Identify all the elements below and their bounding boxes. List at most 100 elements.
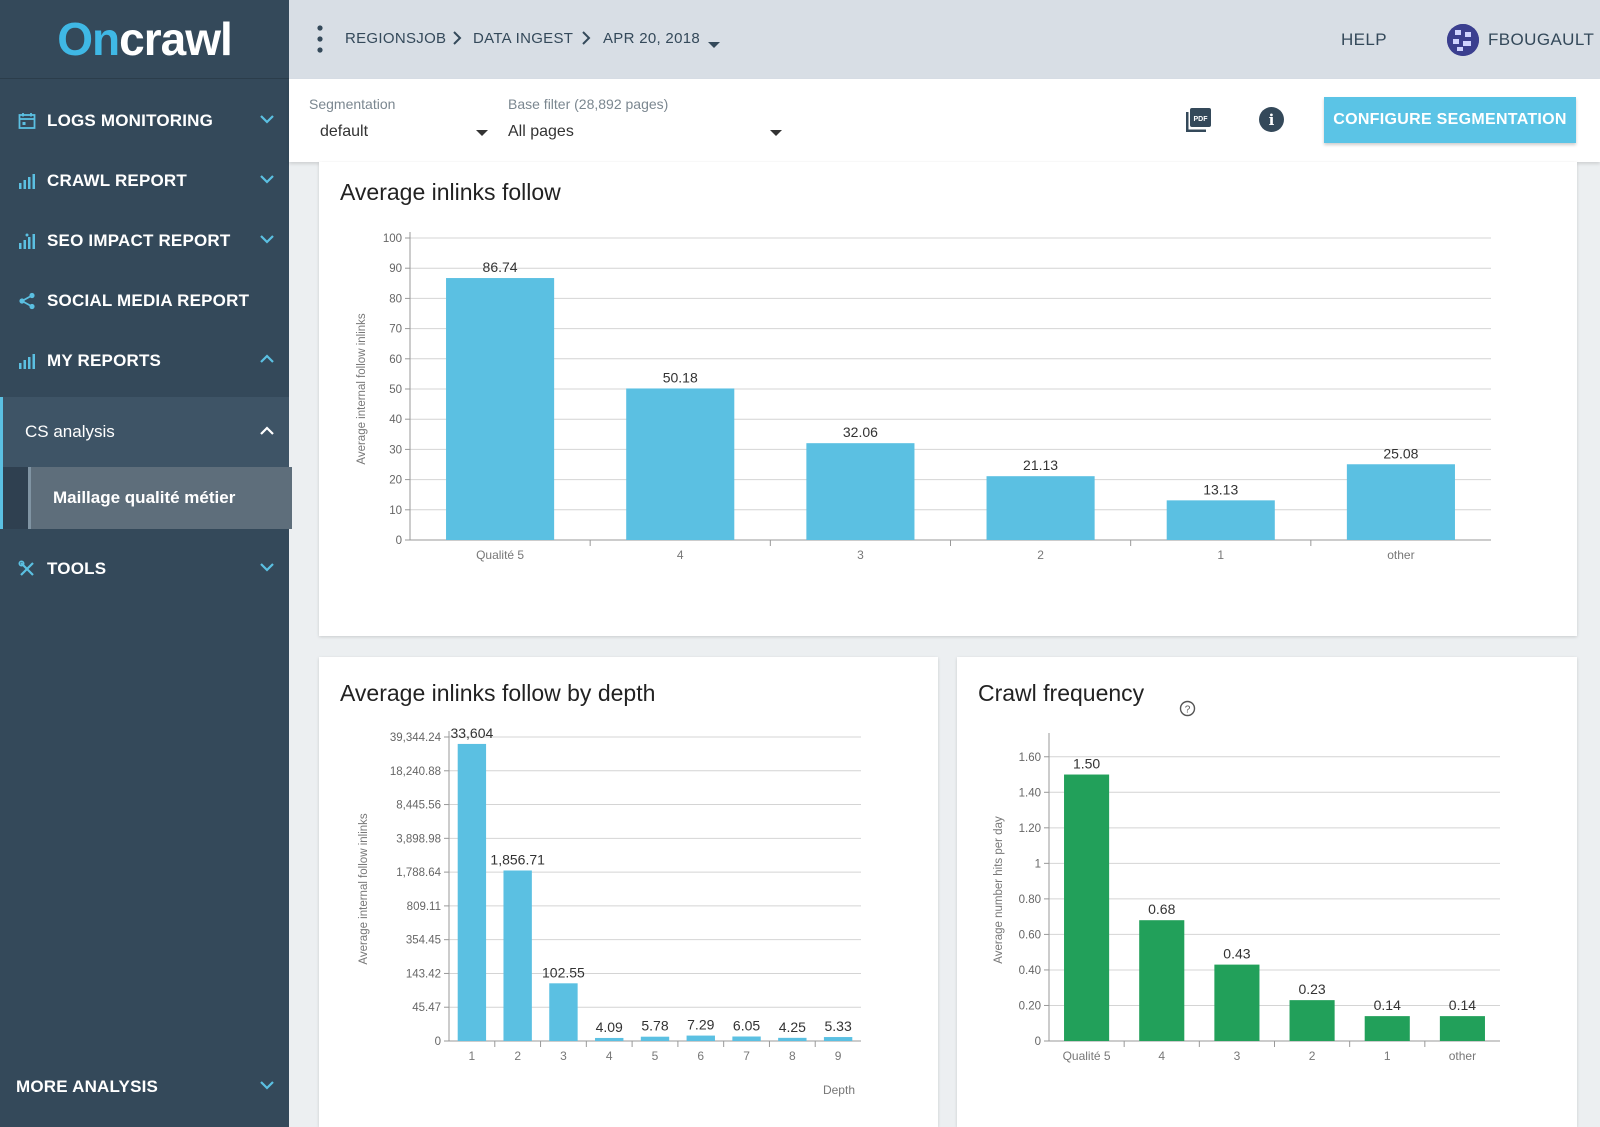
sidebar-item-crawl-report[interactable]: CRAWL REPORT <box>0 151 289 211</box>
y-tick-label: 18,240.88 <box>390 766 441 778</box>
data-label: 5.78 <box>641 1018 668 1034</box>
info-icon[interactable]: i <box>1259 107 1284 132</box>
chevron-up-icon <box>259 351 275 369</box>
bar <box>1214 964 1260 1041</box>
y-tick-label: 3,898.98 <box>396 833 441 845</box>
breadcrumb-source[interactable]: DATA INGEST <box>473 30 574 47</box>
x-tick-label: 2 <box>1309 1049 1316 1063</box>
x-tick-label: 3 <box>857 548 864 562</box>
bar <box>1364 1016 1410 1041</box>
y-tick-label: 70 <box>389 324 402 336</box>
sidebar-subitem-maillage-qualite-metier[interactable]: Maillage qualité métier <box>28 467 292 529</box>
bar-chart-icon <box>16 230 38 252</box>
sidebar-item-label: MY REPORTS <box>47 351 162 370</box>
y-tick-label: 0 <box>1035 1036 1041 1048</box>
oncrawl-logo[interactable]: Oncrawl <box>0 0 289 79</box>
base-filter-value: All pages <box>508 123 574 140</box>
sidebar-item-label: LOGS MONITORING <box>47 111 214 130</box>
y-axis-label: Average internal follow inlinks <box>358 813 370 965</box>
breadcrumb-project[interactable]: REGIONSJOB <box>345 30 447 47</box>
chart-crawl-frequency: Crawl frequency 0 0.20 0.40 0.60 0.80 1 1.20 1.4… <box>978 680 1500 1063</box>
x-tick-label: 3 <box>560 1049 567 1063</box>
bar <box>823 1037 853 1041</box>
bar <box>1439 1016 1485 1041</box>
sidebar-subitem-label: Maillage qualité métier <box>53 488 236 507</box>
x-tick-label: 2 <box>514 1049 521 1063</box>
sidebar-item-label: SOCIAL MEDIA REPORT <box>47 291 250 310</box>
x-tick-label: Qualité 5 <box>476 548 524 562</box>
chart-title: Average inlinks follow by depth <box>340 680 655 706</box>
y-axis-label: Average internal follow inlinks <box>356 313 368 465</box>
data-label: 0.43 <box>1223 946 1250 962</box>
data-label: 50.18 <box>663 369 698 385</box>
sidebar-item-label: CRAWL REPORT <box>47 171 187 190</box>
segmentation-select[interactable]: default <box>309 119 489 147</box>
help-circle-icon[interactable]: ? <box>1179 700 1196 722</box>
help-link[interactable]: HELP <box>1341 30 1388 49</box>
base-filter-select[interactable]: All pages <box>508 119 788 147</box>
bar <box>446 278 555 540</box>
bar <box>732 1036 761 1041</box>
y-tick-label: 10 <box>389 505 402 517</box>
sidebar-item-tools[interactable]: TOOLS <box>0 539 289 599</box>
data-label: 32.06 <box>843 424 878 440</box>
avatar[interactable] <box>1447 24 1479 56</box>
y-tick-label: 0 <box>435 1036 441 1048</box>
bar <box>595 1037 624 1041</box>
chevron-right-icon <box>581 30 591 51</box>
bar <box>686 1035 715 1041</box>
sidebar-item-cs-analysis[interactable]: CS analysis <box>0 397 289 467</box>
chart-card-crawl-frequency: Crawl frequency 0 0.20 0.40 0.60 0.80 1 1.20 1.4… <box>957 657 1577 1127</box>
y-tick-label: 0.40 <box>1019 965 1041 977</box>
chevron-down-icon <box>259 231 275 249</box>
chart-card-average-inlinks-follow: Average inlinks follow 0 10 20 30 40 50 60 70 80 9… <box>319 162 1577 636</box>
sidebar-item-social-media-report[interactable]: SOCIAL MEDIA REPORT <box>0 271 289 331</box>
y-tick-label: 1 <box>1035 858 1041 870</box>
configure-segmentation-button[interactable]: CONFIGURE SEGMENTATION <box>1324 97 1576 143</box>
x-tick-label: 5 <box>652 1049 659 1063</box>
bar <box>457 743 487 1041</box>
bar <box>986 476 1095 540</box>
sidebar-item-label: TOOLS <box>47 559 107 578</box>
username[interactable]: FBOUGAULT <box>1488 30 1595 49</box>
data-label: 102.55 <box>542 964 585 980</box>
data-label: 4.25 <box>779 1019 806 1035</box>
y-tick-label: 39,344.24 <box>390 732 442 744</box>
y-tick-label: 100 <box>383 233 402 245</box>
chevron-right-icon <box>452 30 462 51</box>
y-tick-label: 50 <box>389 384 402 396</box>
caret-down-icon <box>770 130 782 136</box>
caret-down-icon[interactable] <box>707 36 721 54</box>
y-tick-label: 0.20 <box>1019 1000 1041 1012</box>
chart-average-inlinks-by-depth: Average inlinks follow by depth045.47143… <box>340 680 861 1097</box>
x-tick-label: 2 <box>1037 548 1044 562</box>
bar-chart-icon <box>16 170 38 192</box>
x-axis-label: Depth <box>823 1083 855 1097</box>
sidebar-item-logs-monitoring[interactable]: LOGS MONITORING <box>0 91 289 151</box>
x-tick-label: 1 <box>469 1049 476 1063</box>
data-label: 0.14 <box>1374 997 1401 1013</box>
y-tick-label: 90 <box>389 263 402 275</box>
bar <box>1139 920 1185 1041</box>
sidebar-item-seo-impact-report[interactable]: SEO IMPACT REPORT <box>0 211 289 271</box>
sidebar-item-my-reports[interactable]: MY REPORTS <box>0 331 289 391</box>
x-tick-label: 6 <box>697 1049 704 1063</box>
pdf-icon[interactable]: PDF <box>1185 107 1213 138</box>
x-tick-label: 3 <box>1234 1049 1241 1063</box>
y-tick-label: 143.42 <box>406 968 441 980</box>
x-tick-label: 9 <box>835 1049 842 1063</box>
y-tick-label: 0.80 <box>1019 894 1041 906</box>
bar <box>640 1036 670 1041</box>
sidebar-item-more-analysis[interactable]: MORE ANALYSIS <box>0 1057 289 1117</box>
tools-icon <box>16 558 38 580</box>
y-tick-label: 0.60 <box>1019 929 1041 941</box>
bar <box>1064 774 1110 1041</box>
sidebar-item-label: CS analysis <box>25 422 115 441</box>
bar <box>626 388 735 540</box>
kebab-menu-icon[interactable] <box>317 24 323 54</box>
y-tick-label: 8,445.56 <box>396 800 441 812</box>
breadcrumb-date[interactable]: APR 20, 2018 <box>603 30 700 47</box>
x-tick-label: other <box>1449 1049 1476 1063</box>
x-tick-label: 7 <box>743 1049 750 1063</box>
y-tick-label: 354.45 <box>406 935 441 947</box>
